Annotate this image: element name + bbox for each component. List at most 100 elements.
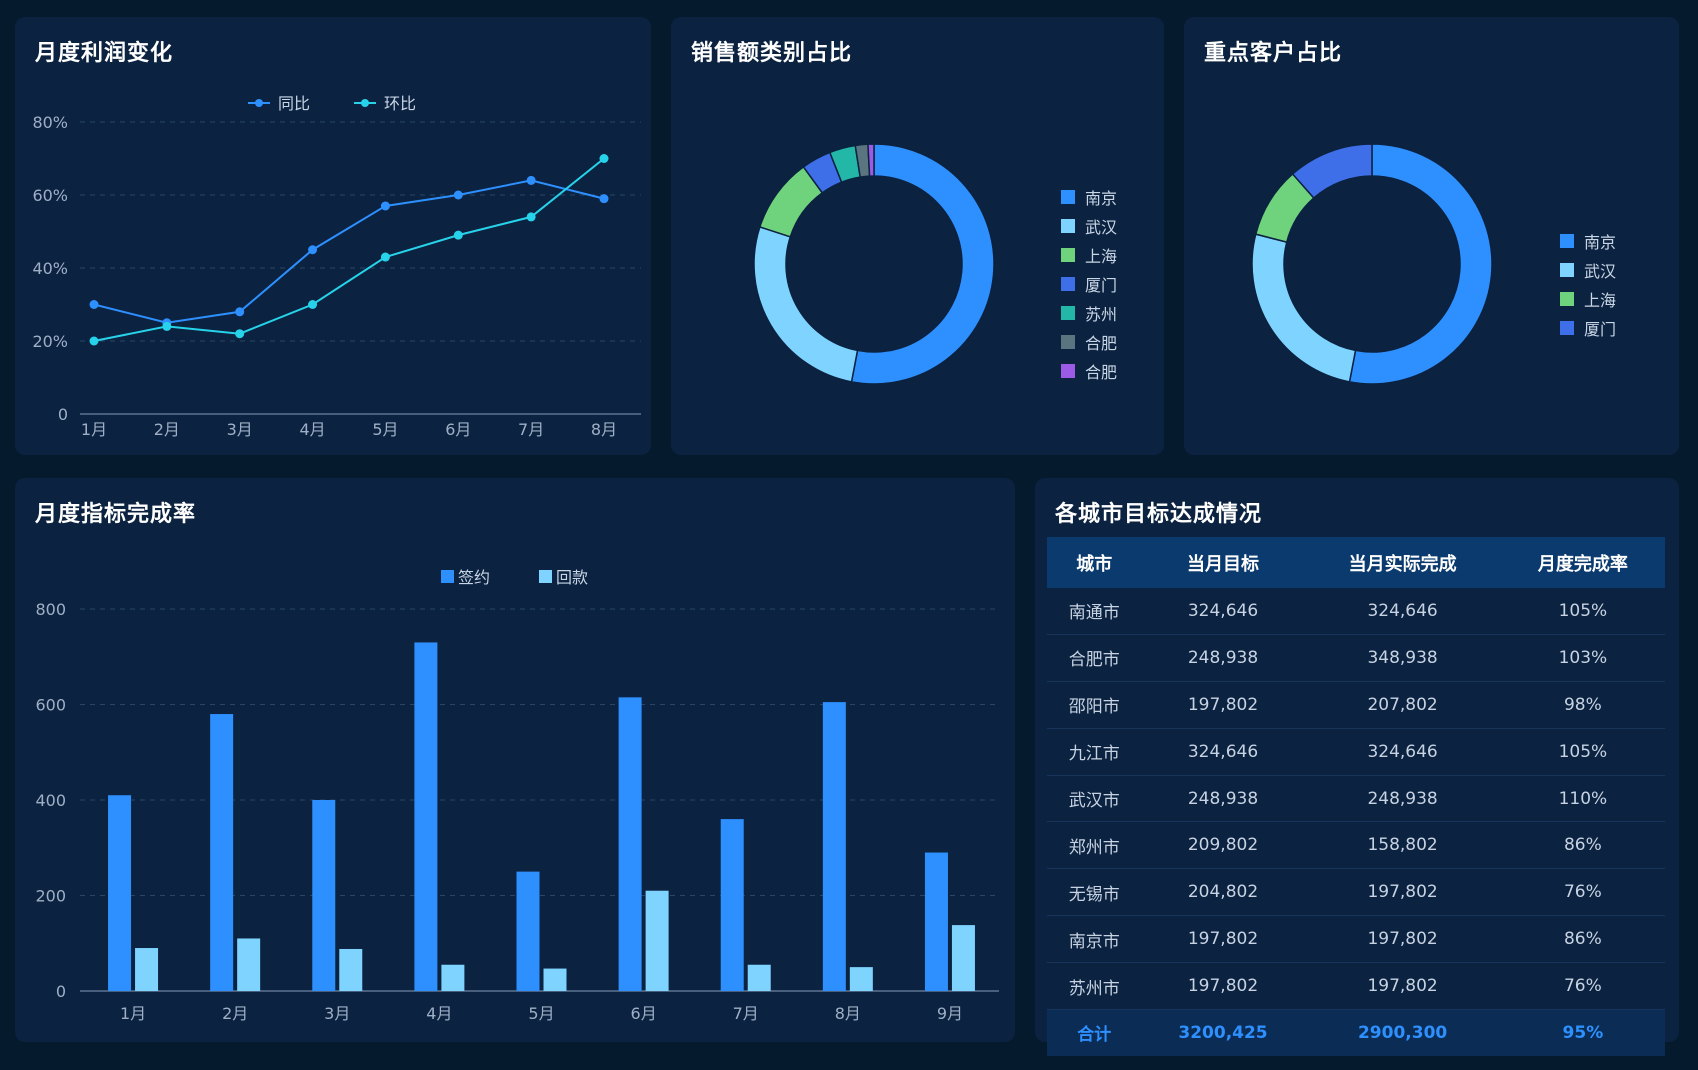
data-point xyxy=(453,230,463,240)
data-point xyxy=(453,190,463,200)
column-header: 城市 xyxy=(1047,537,1142,588)
table-cell: 197,802 xyxy=(1304,962,1501,1011)
data-point xyxy=(162,321,172,331)
profit-panel: 月度利润变化 0 20% 40% 60% 80% 1月 2月 3月 4月 5月 6月 7月 8月 同比 环比 xyxy=(15,17,651,455)
legend-item: 签约 xyxy=(441,568,490,587)
sales-share-donut xyxy=(753,143,995,385)
x-tick-label: 4月 xyxy=(426,1004,452,1023)
table-row: 九江市 324,646 324,646 105% xyxy=(1047,728,1665,776)
legend-swatch xyxy=(1061,189,1075,204)
table-cell: 324,646 xyxy=(1141,728,1305,776)
table-cell: 324,646 xyxy=(1141,588,1305,635)
table-cell: 武汉市 xyxy=(1047,775,1142,823)
legend-label: 上海 xyxy=(1584,290,1617,310)
table-cell: 105% xyxy=(1500,728,1665,776)
donut-slice-武汉 xyxy=(1251,233,1357,383)
legend-item: 厦门 xyxy=(1560,313,1616,342)
table-cell: 197,802 xyxy=(1141,962,1305,1011)
table-cell: 197,802 xyxy=(1141,915,1305,964)
donut-slice-合肥 xyxy=(867,143,875,177)
table-cell: 110% xyxy=(1500,775,1665,823)
bar-signed xyxy=(822,702,846,991)
table-cell: 248,938 xyxy=(1304,775,1501,823)
monthly-rate-panel: 月度指标完成率 0 200 400 600 800 1月 2月 3月 4月 5月 6月 7月 8月 9月 签… xyxy=(15,478,1015,1042)
x-tick-label: 1月 xyxy=(120,1004,146,1023)
data-point xyxy=(235,307,245,317)
table-cell: 209,802 xyxy=(1141,821,1305,870)
legend-swatch xyxy=(1560,262,1574,277)
legend-item: 南京 xyxy=(1061,182,1117,211)
x-tick-label: 4月 xyxy=(299,420,325,439)
data-point xyxy=(599,194,609,204)
legend-swatch xyxy=(1061,363,1075,378)
table-cell: 95% xyxy=(1500,1009,1665,1056)
table-cell: 204,802 xyxy=(1141,868,1305,917)
y-tick-label: 20% xyxy=(32,332,68,351)
legend-swatch xyxy=(1560,320,1574,335)
customer-share-legend: 南京 武汉 上海 厦门 xyxy=(1560,226,1616,342)
bar-signed xyxy=(618,697,642,991)
table-row: 南通市 324,646 324,646 105% xyxy=(1047,588,1665,635)
table-row: 合肥市 248,938 348,938 103% xyxy=(1047,634,1665,682)
legend-label: 厦门 xyxy=(1085,275,1118,295)
legend-item: 同比 xyxy=(248,94,310,113)
legend-label: 签约 xyxy=(458,568,490,587)
bar-signed xyxy=(414,642,438,991)
x-tick-label: 8月 xyxy=(591,420,617,439)
x-tick-label: 3月 xyxy=(227,420,253,439)
column-header: 月度完成率 xyxy=(1500,537,1665,588)
table-cell: 76% xyxy=(1500,962,1665,1011)
legend-item: 上海 xyxy=(1061,240,1117,269)
legend-item: 武汉 xyxy=(1061,211,1117,240)
table-cell: 南通市 xyxy=(1047,588,1142,635)
bar-collected xyxy=(543,968,567,991)
table-total-row: 合计 3200,425 2900,300 95% xyxy=(1047,1009,1665,1056)
bar-signed xyxy=(720,819,744,991)
table-cell: 348,938 xyxy=(1304,634,1501,682)
data-point xyxy=(235,329,245,339)
legend-label: 合肥 xyxy=(1085,333,1118,353)
table-cell: 3200,425 xyxy=(1141,1009,1305,1056)
legend-swatch xyxy=(1560,291,1574,306)
legend-item: 南京 xyxy=(1560,226,1616,255)
table-cell: 郑州市 xyxy=(1047,821,1142,870)
data-point xyxy=(526,212,536,222)
legend-label: 回款 xyxy=(556,568,588,587)
bar-signed xyxy=(108,795,132,991)
table-cell: 158,802 xyxy=(1304,821,1501,870)
y-tick-label: 0 xyxy=(56,982,66,1001)
legend-label: 武汉 xyxy=(1085,217,1118,237)
table-row: 武汉市 248,938 248,938 110% xyxy=(1047,775,1665,823)
table-cell: 197,802 xyxy=(1304,915,1501,964)
y-tick-label: 0 xyxy=(58,405,68,424)
table-cell: 105% xyxy=(1500,588,1665,635)
legend-label: 南京 xyxy=(1584,232,1617,252)
x-tick-label: 3月 xyxy=(324,1004,350,1023)
legend-swatch xyxy=(1061,247,1075,262)
customer-share-panel: 重点客户占比 南京 武汉 上海 厦门 xyxy=(1184,17,1679,455)
legend-item: 苏州 xyxy=(1061,298,1117,327)
table-cell: 合肥市 xyxy=(1047,634,1142,682)
donut-slice-厦门 xyxy=(1291,143,1373,200)
table-cell: 邵阳市 xyxy=(1047,681,1142,729)
table-cell: 九江市 xyxy=(1047,728,1142,776)
city-table-panel: 各城市目标达成情况 城市 当月目标 当月实际完成 月度完成率 南通市 324,646 32… xyxy=(1035,478,1679,1056)
series-line-mom xyxy=(93,157,605,342)
table-cell: 324,646 xyxy=(1304,588,1501,635)
bar-signed xyxy=(312,800,336,991)
donut-slice-南京 xyxy=(850,143,995,385)
donut-slice-南京 xyxy=(1348,143,1493,385)
table-cell: 98% xyxy=(1500,681,1665,729)
table-cell: 南京市 xyxy=(1047,915,1142,964)
series-line-yoy xyxy=(93,179,605,324)
legend-label: 南京 xyxy=(1085,188,1118,208)
x-tick-label: 7月 xyxy=(518,420,544,439)
legend-item: 合肥 xyxy=(1061,356,1117,385)
bar-collected xyxy=(339,948,363,991)
monthly-rate-bar-chart: 0 200 400 600 800 1月 2月 3月 4月 5月 6月 7月 8月 9月 签约 回款 xyxy=(35,568,999,1023)
legend-swatch xyxy=(1061,334,1075,349)
data-point xyxy=(380,201,390,211)
table-row: 无锡市 204,802 197,802 76% xyxy=(1047,868,1665,917)
table-header-row: 城市 当月目标 当月实际完成 月度完成率 xyxy=(1047,537,1665,588)
x-tick-label: 1月 xyxy=(81,420,107,439)
